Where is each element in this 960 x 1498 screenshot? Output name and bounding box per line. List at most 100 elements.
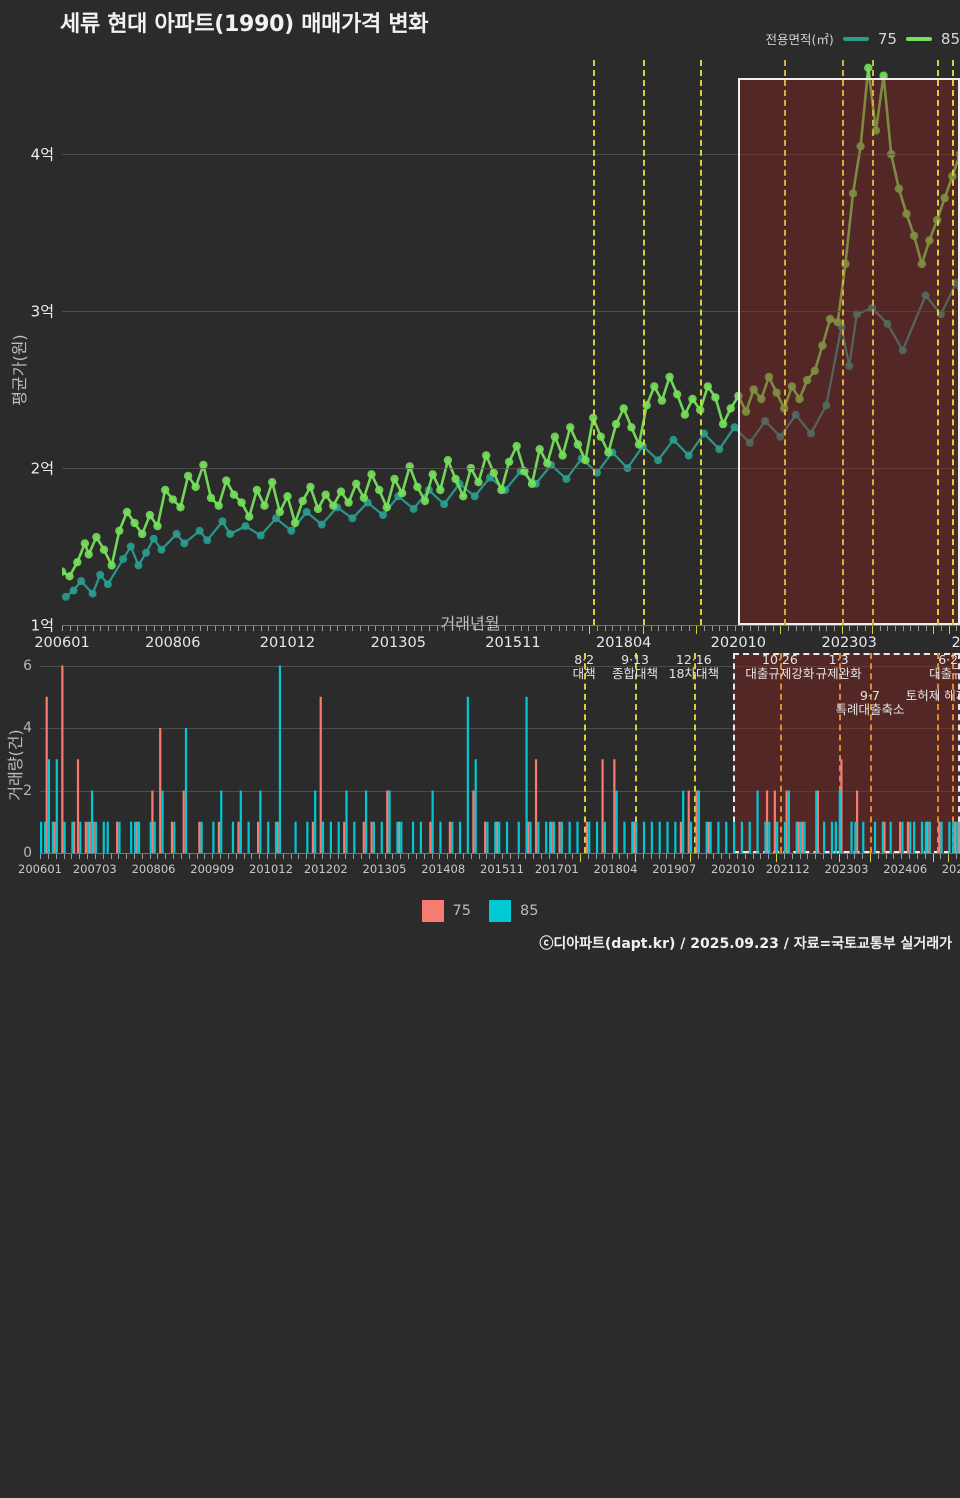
volume-bar-85 <box>372 821 376 853</box>
volume-bar-85 <box>666 821 669 853</box>
price-x-tick: 2025 <box>951 635 960 651</box>
price-point <box>413 482 422 492</box>
price-gridline <box>62 311 960 313</box>
price-point <box>229 490 239 499</box>
volume-bar-85 <box>137 821 141 853</box>
price-y-tick: 3억 <box>30 302 54 321</box>
price-point <box>195 526 204 535</box>
price-point <box>761 417 770 425</box>
volume-bar-85 <box>106 821 109 853</box>
price-point <box>822 401 831 410</box>
volume-bar-85 <box>803 821 806 853</box>
volume-bar-85 <box>725 821 728 853</box>
volume-bar-85 <box>87 821 90 853</box>
volume-bar-85 <box>756 790 759 853</box>
price-point <box>921 291 930 300</box>
price-point <box>313 504 323 514</box>
volume-bar-75 <box>495 821 498 853</box>
price-point <box>237 498 246 507</box>
volume-bar-85 <box>615 790 618 853</box>
volume-bar-85 <box>709 821 712 853</box>
volume-bar-85 <box>79 821 82 853</box>
volume-x-tick: 201012 <box>249 862 293 876</box>
volume-bar-85 <box>278 665 282 853</box>
volume-bar-75 <box>926 821 929 853</box>
volume-bar-85 <box>717 821 720 853</box>
policy-line <box>693 653 696 853</box>
volume-bar-75 <box>151 790 154 853</box>
volume-bar-75 <box>785 790 788 853</box>
price-chart-legend: 전용면적(㎡) 75 85 <box>766 29 960 48</box>
price-x-tick: 200601 <box>34 635 90 651</box>
volume-bar-75 <box>765 790 769 853</box>
volume-bar-85 <box>380 821 383 853</box>
price-point <box>62 567 67 576</box>
policy-line <box>838 653 841 853</box>
policy-line <box>700 60 703 625</box>
volume-bar-85 <box>220 790 223 853</box>
price-point <box>138 529 147 539</box>
price-point <box>367 470 376 479</box>
price-y-tick: 2억 <box>30 459 54 478</box>
legend-swatch-75-bar <box>421 900 444 922</box>
volume-bar-85 <box>603 821 606 853</box>
policy-annotation-date: 1·3 <box>828 652 849 667</box>
policy-line <box>937 60 940 625</box>
price-point <box>145 510 155 520</box>
price-point <box>96 570 105 579</box>
price-point <box>73 558 82 567</box>
price-point <box>409 504 418 513</box>
volume-bar-85 <box>576 821 579 853</box>
price-point <box>459 492 468 501</box>
volume-bar-85 <box>940 821 943 853</box>
price-x-tick: 202010 <box>710 635 767 651</box>
volume-bar-85 <box>732 821 736 853</box>
volume-bar-85 <box>920 821 924 853</box>
volume-bar-85 <box>799 821 802 853</box>
volume-x-tick: 200601 <box>18 862 62 876</box>
price-point <box>451 474 460 484</box>
policy-annotation-label: 특례대출축소 <box>835 702 905 718</box>
volume-bar-85 <box>548 821 552 853</box>
volume-y-axis-title: 거래량(건) <box>6 729 25 801</box>
volume-bar-85 <box>411 821 415 853</box>
volume-bar-85 <box>517 821 520 853</box>
volume-bar-85 <box>776 821 779 853</box>
policy-annotation: 10·26 대출규제강화 <box>745 652 814 682</box>
legend-swatch-85-bar <box>489 900 511 922</box>
volume-bar-85 <box>51 821 54 853</box>
price-point <box>168 495 177 504</box>
price-point <box>535 445 544 454</box>
legend-label-75: 75 <box>877 29 897 48</box>
volume-bar-75 <box>135 821 138 853</box>
volume-bar-75 <box>585 821 589 853</box>
price-point <box>558 451 567 460</box>
volume-bar-85 <box>247 821 250 853</box>
price-point <box>420 496 430 506</box>
volume-bar-85 <box>689 821 693 853</box>
volume-bar-75 <box>429 821 432 853</box>
price-point <box>497 485 506 495</box>
price-point <box>183 471 193 481</box>
price-point <box>807 429 815 438</box>
policy-line <box>936 653 939 853</box>
volume-x-tick: 201408 <box>421 862 466 876</box>
price-point <box>879 71 888 80</box>
policy-line <box>869 653 872 853</box>
volume-bar-85 <box>321 821 325 853</box>
volume-bar-85 <box>161 790 164 853</box>
volume-x-tick: 200909 <box>190 862 235 876</box>
volume-bar-75 <box>550 821 553 853</box>
volume-bar-85 <box>458 821 462 853</box>
volume-bar-85 <box>498 821 501 853</box>
volume-bar-85 <box>239 790 242 853</box>
policy-line <box>952 653 955 853</box>
volume-bar-75 <box>957 821 960 853</box>
volume-bar-85 <box>768 821 771 853</box>
volume-bar-85 <box>130 821 133 853</box>
volume-bar-85 <box>850 821 853 853</box>
volume-bar-85 <box>588 821 591 853</box>
policy-annotation-label: 종합대책 <box>612 666 659 682</box>
price-point <box>176 503 185 512</box>
volume-bar-85 <box>396 821 399 853</box>
